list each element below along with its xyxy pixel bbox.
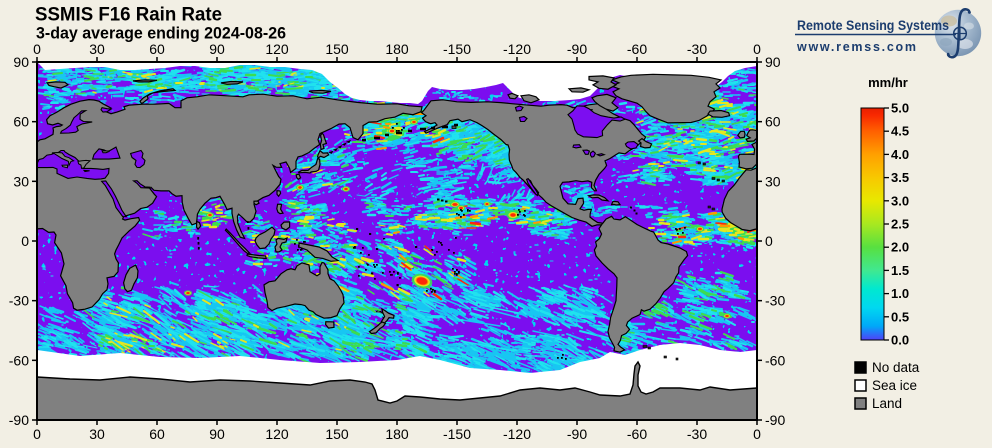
svg-text:Sea ice: Sea ice <box>872 378 917 393</box>
svg-text:0: 0 <box>21 233 29 249</box>
svg-text:-30: -30 <box>687 426 707 442</box>
svg-text:-30: -30 <box>765 293 785 309</box>
svg-text:90: 90 <box>13 54 29 70</box>
svg-text:1.0: 1.0 <box>891 286 909 301</box>
svg-text:3.0: 3.0 <box>891 193 909 208</box>
svg-text:5.0: 5.0 <box>891 101 909 116</box>
svg-text:60: 60 <box>149 41 165 57</box>
svg-text:120: 120 <box>265 41 289 57</box>
svg-text:1.5: 1.5 <box>891 263 909 278</box>
svg-text:-90: -90 <box>567 426 587 442</box>
svg-text:180: 180 <box>385 41 409 57</box>
svg-text:0.5: 0.5 <box>891 309 909 324</box>
svg-text:www.remss.com: www.remss.com <box>796 40 916 54</box>
svg-text:0: 0 <box>753 41 761 57</box>
svg-text:Land: Land <box>872 396 902 411</box>
svg-text:30: 30 <box>13 173 29 189</box>
svg-text:30: 30 <box>765 173 781 189</box>
svg-text:-60: -60 <box>627 41 647 57</box>
svg-text:90: 90 <box>209 41 225 57</box>
svg-text:-150: -150 <box>443 426 471 442</box>
svg-text:-120: -120 <box>503 426 531 442</box>
svg-text:mm/hr: mm/hr <box>868 75 908 90</box>
svg-text:60: 60 <box>765 114 781 130</box>
svg-text:150: 150 <box>325 426 349 442</box>
svg-text:Remote Sensing Systems: Remote Sensing Systems <box>797 18 949 33</box>
svg-text:0: 0 <box>33 41 41 57</box>
svg-text:60: 60 <box>13 114 29 130</box>
svg-text:90: 90 <box>209 426 225 442</box>
svg-text:-150: -150 <box>443 41 471 57</box>
svg-text:150: 150 <box>325 41 349 57</box>
svg-text:3.5: 3.5 <box>891 170 909 185</box>
svg-text:4.0: 4.0 <box>891 147 909 162</box>
svg-text:No data: No data <box>872 360 920 375</box>
svg-text:-30: -30 <box>9 293 29 309</box>
svg-text:3-day average ending 2024-08-2: 3-day average ending 2024-08-26 <box>36 25 286 43</box>
svg-text:120: 120 <box>265 426 289 442</box>
svg-text:0.0: 0.0 <box>891 333 909 348</box>
svg-text:-30: -30 <box>687 41 707 57</box>
svg-text:2.0: 2.0 <box>891 240 909 255</box>
svg-text:30: 30 <box>89 41 105 57</box>
svg-text:-60: -60 <box>765 352 785 368</box>
svg-text:60: 60 <box>149 426 165 442</box>
svg-text:2.5: 2.5 <box>891 217 909 232</box>
svg-text:4.5: 4.5 <box>891 124 909 139</box>
svg-text:-120: -120 <box>503 41 531 57</box>
svg-text:-90: -90 <box>567 41 587 57</box>
svg-text:-90: -90 <box>9 412 29 428</box>
svg-text:0: 0 <box>33 426 41 442</box>
svg-text:90: 90 <box>765 54 781 70</box>
svg-text:0: 0 <box>765 233 773 249</box>
svg-text:0: 0 <box>753 426 761 442</box>
svg-text:-60: -60 <box>9 352 29 368</box>
svg-text:SSMIS F16 Rain Rate: SSMIS F16 Rain Rate <box>35 5 222 26</box>
svg-text:180: 180 <box>385 426 409 442</box>
svg-text:30: 30 <box>89 426 105 442</box>
svg-text:-60: -60 <box>627 426 647 442</box>
svg-text:-90: -90 <box>765 412 785 428</box>
